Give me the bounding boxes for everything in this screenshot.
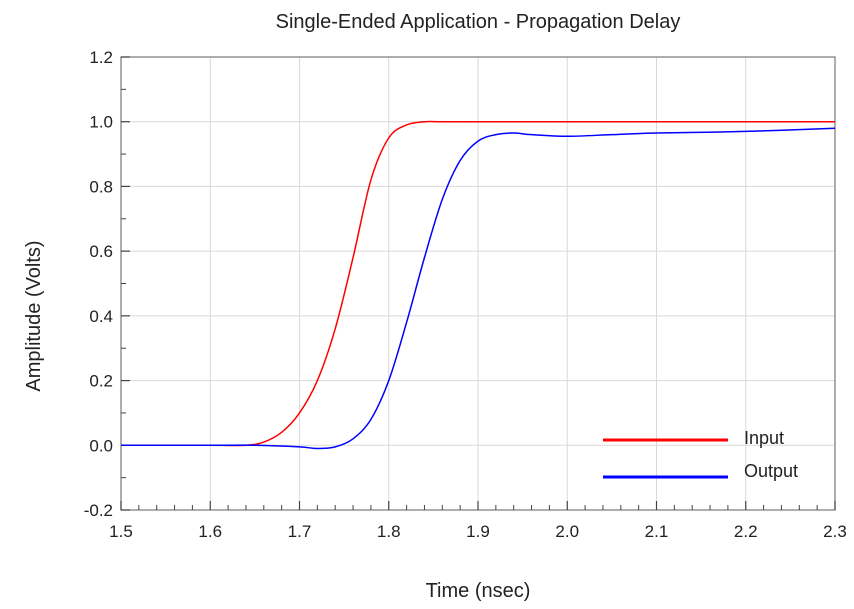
x-tick-label: 2.3 <box>823 522 847 541</box>
y-tick-label: 1.2 <box>89 48 113 67</box>
x-tick-label: 1.5 <box>109 522 133 541</box>
legend: Input Output <box>603 428 798 481</box>
y-tick-label: 1.0 <box>89 113 113 132</box>
x-tick-label: 2.2 <box>734 522 758 541</box>
tick-labels: 1.5 1.6 1.7 1.8 1.9 2.0 2.1 2.2 2.3 -0.2 0.0 0.2 0.4… <box>84 48 847 541</box>
series-lines <box>120 120 836 450</box>
x-tick-label: 1.7 <box>288 522 312 541</box>
y-tick-label: 0.6 <box>89 242 113 261</box>
axis-ticks <box>120 56 836 511</box>
legend-label-output: Output <box>744 461 798 481</box>
x-tick-label: 1.6 <box>198 522 222 541</box>
series-line-input <box>120 120 835 447</box>
x-tick-label: 1.9 <box>466 522 490 541</box>
y-tick-label: 0.8 <box>89 177 113 196</box>
legend-label-input: Input <box>744 428 784 448</box>
y-tick-label: 0.2 <box>89 372 113 391</box>
x-axis-title: Time (nsec) <box>426 580 531 602</box>
y-tick-label: 0.0 <box>89 436 113 455</box>
y-axis-title: Amplitude (Volts) <box>23 240 45 391</box>
grid <box>120 56 836 511</box>
chart-title: Single-Ended Application - Propagation D… <box>276 11 681 33</box>
series-line-output <box>120 127 836 450</box>
x-tick-label: 1.8 <box>377 522 401 541</box>
x-tick-label: 2.0 <box>555 522 579 541</box>
x-tick-label: 2.1 <box>645 522 669 541</box>
y-tick-label: 0.4 <box>89 307 113 326</box>
y-tick-label: -0.2 <box>84 501 113 520</box>
